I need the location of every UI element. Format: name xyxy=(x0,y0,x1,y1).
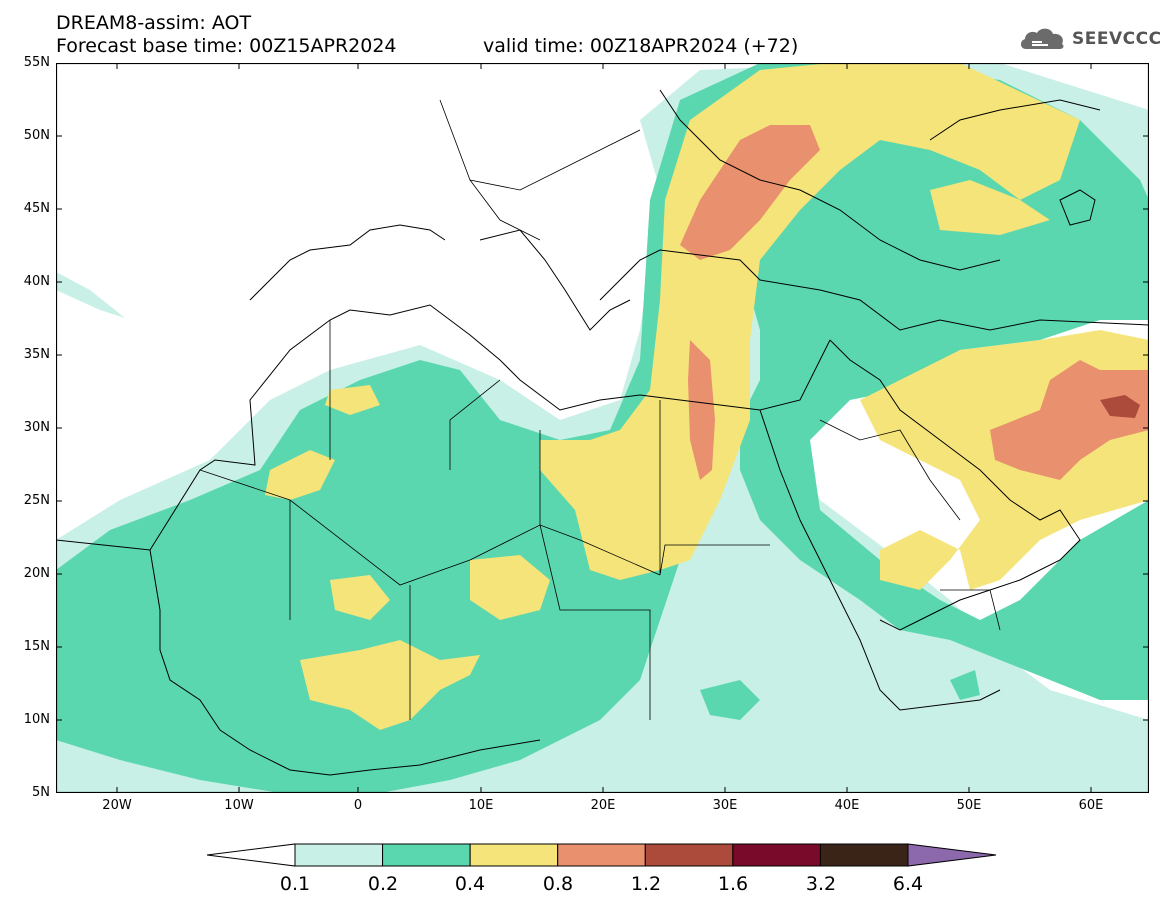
aot-contour-1-2 xyxy=(1100,395,1140,418)
colorbar-cell xyxy=(557,843,646,867)
lat-label-35n: 35N xyxy=(23,347,50,362)
logo-text: SEEVCCC xyxy=(1072,29,1162,49)
colorbar-over-arrow xyxy=(907,843,997,867)
colorbar-under-arrow xyxy=(207,843,296,867)
colorbar-cell xyxy=(819,843,909,867)
lat-label-55n: 55N xyxy=(23,55,50,70)
colorbar-label: 1.2 xyxy=(630,873,662,895)
colorbar-cell xyxy=(469,843,559,867)
lat-label-50n: 50N xyxy=(23,128,50,143)
axis-ticks xyxy=(56,63,1149,793)
lon-label-30e: 30E xyxy=(712,798,738,813)
coastlines xyxy=(56,89,1149,776)
seevccc-logo: SEEVCCC xyxy=(1018,24,1162,54)
cloud-icon xyxy=(1020,28,1064,49)
country-borders xyxy=(199,99,1001,720)
lat-label-20n: 20N xyxy=(23,566,50,581)
lat-label-30n: 30N xyxy=(23,420,50,435)
lon-label-20e: 20E xyxy=(590,798,616,813)
lon-label-10w: 10W xyxy=(224,798,254,813)
colorbar-cell xyxy=(644,843,734,867)
colorbar-cell xyxy=(294,843,384,867)
aot-map xyxy=(56,63,1149,793)
lat-label-40n: 40N xyxy=(23,274,50,289)
lon-label-20w: 20W xyxy=(102,798,132,813)
lat-label-15n: 15N xyxy=(23,639,50,654)
lon-label-40e: 40E xyxy=(834,798,860,813)
colorbar-label: 0.1 xyxy=(279,873,311,895)
lat-label-10n: 10N xyxy=(23,712,50,727)
lon-label-60e: 60E xyxy=(1078,798,1104,813)
lat-label-45n: 45N xyxy=(23,201,50,216)
colorbar-cell xyxy=(382,843,471,867)
forecast-base-time: Forecast base time: 00Z15APR2024 xyxy=(56,35,397,57)
lat-label-5n: 5N xyxy=(32,785,50,800)
colorbar-label: 0.2 xyxy=(367,873,399,895)
colorbar-label: 6.4 xyxy=(892,873,924,895)
colorbar xyxy=(207,843,997,867)
map-frame xyxy=(56,63,1149,793)
valid-time: valid time: 00Z18APR2024 (+72) xyxy=(483,35,799,57)
colorbar-cell xyxy=(732,843,821,867)
colorbar-label: 1.6 xyxy=(717,873,749,895)
colorbar-label: 3.2 xyxy=(805,873,837,895)
lon-label-10e: 10E xyxy=(468,798,494,813)
colorbar-label: 0.8 xyxy=(542,873,574,895)
chart-title: DREAM8-assim: AOT xyxy=(56,12,252,34)
lon-label-50e: 50E xyxy=(956,798,982,813)
aot-contour-0-8 xyxy=(680,125,1149,480)
lon-label-0: 0 xyxy=(353,798,363,813)
lat-label-25n: 25N xyxy=(23,493,50,508)
colorbar-label: 0.4 xyxy=(454,873,486,895)
